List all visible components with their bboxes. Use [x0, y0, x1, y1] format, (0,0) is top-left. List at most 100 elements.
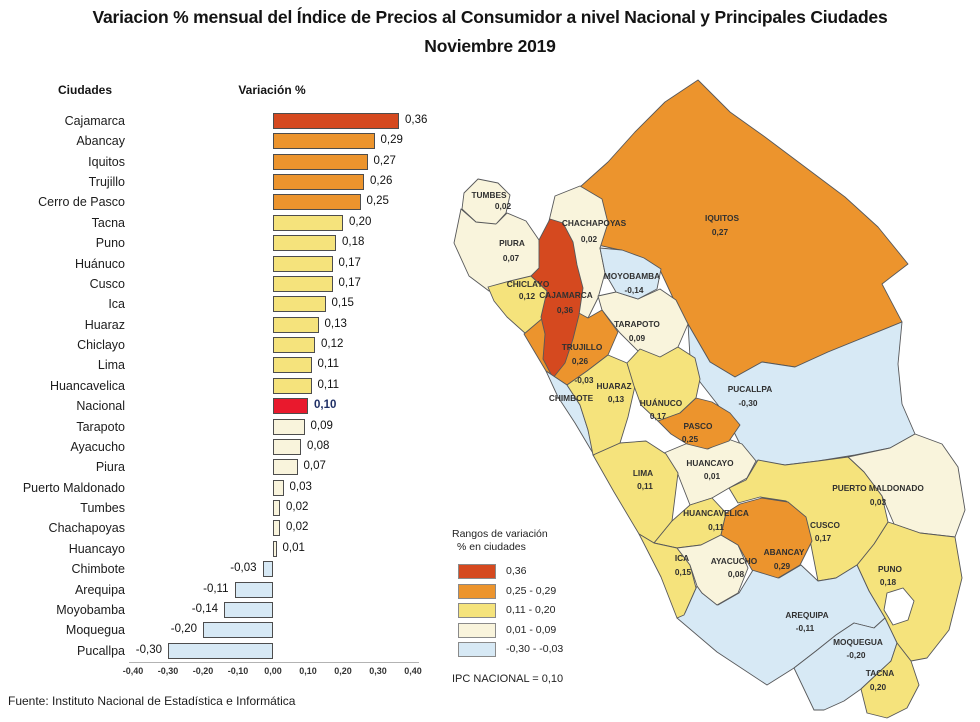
region-value-label: 0,25 [682, 434, 699, 444]
legend-item: 0,25 - 0,29 [452, 583, 622, 603]
column-header-cities: Ciudades [57, 83, 112, 97]
bar-value-label: 0,11 [317, 358, 340, 371]
region-name-label: HUANCAVELICA [683, 508, 749, 518]
bar-value-label: 0,02 [286, 521, 309, 534]
legend-item: 0,01 - 0,09 [452, 622, 622, 642]
legend-item: -0,30 - -0,03 [452, 641, 622, 661]
bar-category-label: Huaraz [84, 317, 125, 332]
bar-value-label: 0,10 [314, 399, 337, 412]
bar-category-label: Cerro de Pasco [38, 195, 125, 210]
bar-value-label: 0,20 [349, 215, 372, 228]
bar-tacna [273, 214, 343, 231]
legend-item: 0,36 [452, 563, 622, 583]
region-name-label: ICA [675, 553, 689, 563]
region-value-label: 0,15 [675, 567, 692, 577]
region-moyobamba [599, 247, 662, 300]
bar-value-label: -0,30 [135, 643, 162, 656]
bar-value-label: 0,07 [303, 460, 326, 473]
region-name-label: IQUITOS [705, 213, 739, 223]
region-cajamarca [530, 218, 584, 379]
bar-category-label: Puerto Maldonado [22, 480, 125, 495]
region-value-label: 0,01 [704, 471, 721, 481]
bar-chiclayo [273, 337, 315, 354]
bar-ica [273, 296, 326, 313]
region-lima [592, 440, 679, 544]
region-tacna [860, 642, 920, 719]
bar-cajamarca [273, 113, 399, 129]
region-name-label: AYACUCHO [711, 556, 758, 566]
legend-range-label: -0,30 - -0,03 [506, 643, 564, 655]
bar-iquitos [273, 153, 368, 170]
region-value-label: 0,08 [728, 569, 745, 579]
region-value-label: 0,11 [708, 522, 724, 532]
legend-swatch [458, 564, 496, 579]
region-name-label: PUCALLPA [728, 384, 773, 394]
legend-range-label: 0,01 - 0,09 [506, 623, 557, 636]
bar-pucallpa [168, 642, 273, 659]
bar-cerro-de-pasco [273, 194, 361, 211]
legend-swatch [458, 583, 496, 599]
bar-value-label: 0,27 [373, 154, 396, 167]
bar-lima [273, 357, 312, 374]
region-huaraz [566, 354, 636, 456]
region-name-label: LIMA [633, 468, 653, 478]
region-value-label: 0,02 [581, 234, 598, 244]
bar-chachapoyas [273, 520, 280, 537]
bar-moyobamba [224, 601, 273, 618]
x-axis-tick-label: 0,40 [404, 666, 422, 676]
bar-ayacucho [273, 438, 301, 455]
bar-category-label: Huánuco [74, 256, 125, 271]
region-value-label: 0,18 [880, 577, 897, 587]
bar-puerto-maldonado [273, 479, 284, 496]
region-name-label: PUERTO MALDONADO [832, 483, 924, 493]
x-axis-tick-label: 0,30 [369, 666, 387, 676]
bar-huancayo [273, 540, 277, 557]
legend-swatch [458, 622, 496, 638]
bar-value-label: 0,01 [282, 541, 305, 554]
peru-choropleth-map: IQUITOS 0,27 PUCALLPA -0,30 PUERTO MALDONADO… [450, 72, 980, 722]
region-value-label: -0,11 [796, 623, 815, 633]
bar-cusco [273, 275, 333, 292]
bar-tarapoto [273, 418, 305, 435]
region-name-label: TRUJILLO [562, 342, 603, 352]
bar-huaraz [273, 316, 319, 333]
legend-swatch [458, 642, 496, 657]
bar-tumbes [273, 500, 280, 517]
legend-swatch [458, 603, 496, 618]
legend-items: 0,36 0,25 - 0,29 0,11 - 0,20 0,01 - 0,09 -0,… [452, 563, 622, 661]
bar-value-label: 0,25 [366, 195, 389, 208]
region-value-label: 0,02 [495, 201, 512, 211]
page-title: Variacion % mensual del Índice de Precio… [92, 7, 888, 27]
bar-category-label: Abancay [76, 134, 125, 149]
bar-category-label: Pucallpa [77, 643, 125, 658]
x-axis-line [129, 662, 419, 663]
bar-abancay [273, 133, 375, 150]
region-value-label: 0,26 [572, 356, 589, 366]
bar-category-label: Trujillo [88, 175, 125, 190]
region-value-label: 0,17 [650, 411, 667, 421]
bar-value-label: 0,03 [289, 480, 312, 493]
bar-value-label: 0,36 [405, 114, 428, 126]
x-axis-tick-label: -0,10 [227, 666, 249, 676]
peru-map-svg: IQUITOS 0,27 PUCALLPA -0,30 PUERTO MALDONADO… [453, 79, 966, 719]
bar-huánuco [273, 255, 333, 272]
region-value-label: 0,27 [712, 227, 729, 237]
column-header-variation: Variación % [238, 83, 306, 97]
bar-value-label: -0,11 [203, 582, 229, 595]
bar-category-label: Tacna [91, 215, 125, 230]
region-abancay [720, 497, 813, 579]
region-value-label: 0,36 [557, 305, 574, 315]
legend-title-line1: Rangos de variación [452, 528, 548, 540]
region-name-label: CAJAMARCA [539, 290, 592, 300]
bar-category-label: Huancavelica [49, 378, 125, 393]
bar-category-label: Iquitos [88, 154, 125, 169]
bar-category-label: Tarapoto [76, 419, 125, 434]
region-value-label: 0,17 [815, 533, 832, 543]
bar-value-label: -0,14 [191, 602, 218, 615]
bar-category-label: Huancayo [68, 541, 125, 556]
bar-value-label: 0,26 [370, 175, 393, 188]
bar-category-label: Ayacucho [70, 439, 125, 454]
region-value-label: 0,03 [870, 497, 887, 507]
region-name-label: CHICLAYO [507, 279, 550, 289]
region-value-label: -0,30 [739, 398, 758, 408]
